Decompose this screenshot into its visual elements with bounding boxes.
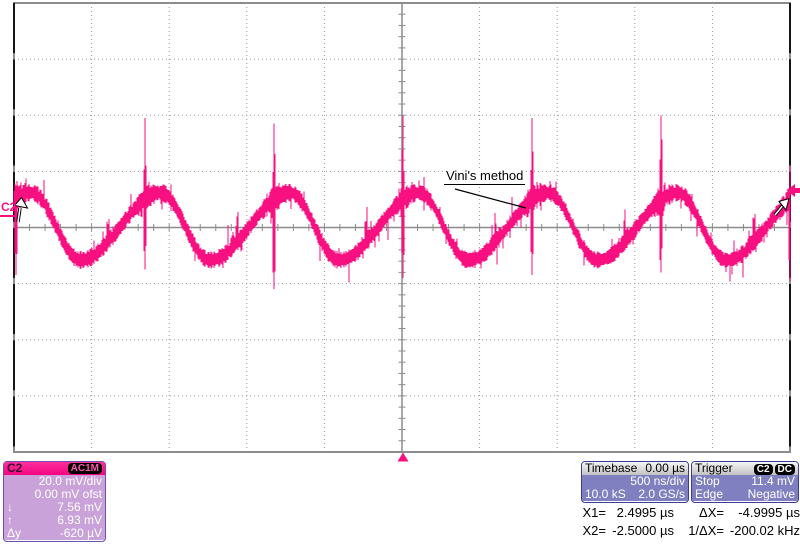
trigger-time-marker[interactable] <box>397 452 409 462</box>
channel-c2-box[interactable]: C2 AC1M 20.0 mV/div 0.00 mV ofst ↓ 7.56 … <box>3 461 106 542</box>
trigger-mode-row: Stop 11.4 mV <box>692 475 798 488</box>
record-length-value: 10.0 kS <box>585 487 626 501</box>
scope-grid <box>13 2 800 462</box>
up-arrow-icon: ↑ <box>7 513 13 527</box>
cursor-marker-x1[interactable] <box>773 197 790 217</box>
time-per-div-value: 500 ns/div <box>630 474 685 488</box>
volts-per-div-value: 20.0 mV/div <box>38 474 102 488</box>
channel-offset-marker[interactable] <box>0 215 17 217</box>
trigger-slope-value: Negative <box>747 487 795 501</box>
trigger-level-marker[interactable] <box>786 184 800 197</box>
x2-value: -2.5000 µs <box>612 523 674 538</box>
trigger-coupling-badge[interactable]: DC <box>774 464 795 475</box>
sample-rate-value: 2.0 GS/s <box>638 487 685 501</box>
channel-box-body: 20.0 mV/div 0.00 mV ofst ↓ 7.56 mV ↑ 6.9… <box>4 475 105 540</box>
volts-per-div-row: 20.0 mV/div <box>4 475 105 488</box>
trigger-badges: C2 DC <box>752 462 795 475</box>
dx-value: -4.9995 µs <box>738 505 800 520</box>
rise-measure-row: ↑ 6.93 mV <box>4 514 105 527</box>
cursor-row-x2: X2= -2.5000 µs 1/ΔX= -200.02 kHz <box>578 522 800 540</box>
cursor-marker-x2[interactable] <box>13 196 29 223</box>
timebase-box[interactable]: Timebase 0.00 µs 500 ns/div 10.0 kS 2.0 … <box>581 461 689 503</box>
offset-value: 0.00 mV ofst <box>34 487 102 501</box>
delta-y-row: Δy -620 µV <box>4 527 105 540</box>
dx-label: ΔX= <box>699 505 724 520</box>
trigger-slope-row: Edge Negative <box>692 488 798 501</box>
trigger-header: Trigger C2 DC <box>692 462 798 475</box>
timebase-body: 500 ns/div 10.0 kS 2.0 GS/s <box>582 475 688 501</box>
cursor-readout: X1= 2.4995 µs ΔX= -4.9995 µs X2= -2.5000… <box>578 504 800 540</box>
trigger-level-value: 11.4 mV <box>751 474 795 488</box>
channel-title: C2 <box>7 461 23 475</box>
waveform-trace <box>13 115 791 290</box>
sampling-row: 10.0 kS 2.0 GS/s <box>582 488 688 501</box>
timebase-offset-value: 0.00 µs <box>645 461 685 475</box>
cursor-row-x1: X1= 2.4995 µs ΔX= -4.9995 µs <box>578 504 800 522</box>
inv-dx-value: -200.02 kHz <box>729 523 800 538</box>
trigger-box[interactable]: Trigger C2 DC Stop 11.4 mV Edge Negative <box>691 461 799 503</box>
inv-dx-label: 1/ΔX= <box>688 523 724 538</box>
trigger-body: Stop 11.4 mV Edge Negative <box>692 475 798 501</box>
down-arrow-icon: ↓ <box>7 500 13 514</box>
trigger-mode-label: Stop <box>695 474 720 488</box>
offset-row: 0.00 mV ofst <box>4 488 105 501</box>
delta-y-value: -620 µV <box>59 526 102 540</box>
annotation-pointer-line <box>454 188 527 209</box>
timebase-header: Timebase 0.00 µs <box>582 462 688 475</box>
trigger-source-badge[interactable]: C2 <box>753 464 773 475</box>
channel-offset-marker-label[interactable]: C2 <box>1 200 17 214</box>
delta-y-label: Δy <box>7 526 22 540</box>
x2-label: X2= <box>582 523 607 538</box>
x1-label: X1= <box>582 505 607 520</box>
timebase-title: Timebase <box>585 461 638 475</box>
rise-measure-value: 6.93 mV <box>57 513 102 527</box>
coupling-badge[interactable]: AC1M <box>67 463 102 474</box>
channel-box-header: C2 AC1M <box>4 462 105 475</box>
fall-measure-value: 7.56 mV <box>57 500 102 514</box>
x1-value: 2.4995 µs <box>616 505 674 520</box>
fall-measure-row: ↓ 7.56 mV <box>4 501 105 514</box>
trigger-slope-label: Edge <box>695 487 724 501</box>
time-per-div-row: 500 ns/div <box>582 475 688 488</box>
annotation-label[interactable]: Vini's method <box>444 168 526 185</box>
trigger-title: Trigger <box>695 461 733 475</box>
